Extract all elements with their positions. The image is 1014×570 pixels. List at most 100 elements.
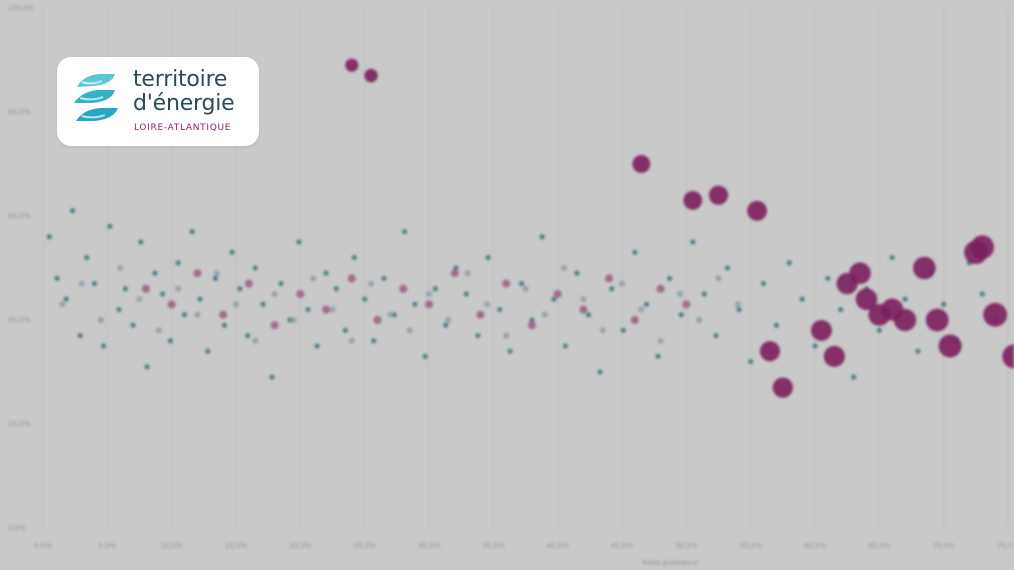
data-point-teal xyxy=(529,317,535,323)
data-point-pink xyxy=(553,290,562,298)
data-point-pink xyxy=(502,279,511,288)
data-point-pink xyxy=(682,300,691,309)
data-point-teal xyxy=(799,296,805,302)
data-point-pink xyxy=(399,284,408,293)
data-point-teal xyxy=(422,353,428,359)
data-point-pink xyxy=(373,316,382,324)
data-point-teal xyxy=(851,374,857,380)
x-tick-label: 40,0% xyxy=(547,542,570,550)
data-point-teal xyxy=(221,322,227,328)
data-point-pink xyxy=(219,310,228,319)
data-point-teal xyxy=(91,281,97,287)
data-point-teal xyxy=(381,275,387,281)
data-point-teal xyxy=(189,229,195,235)
data-point-magenta xyxy=(759,341,780,362)
grid-lines xyxy=(42,8,1009,528)
data-point-magenta xyxy=(855,288,878,311)
data-point-light xyxy=(78,280,85,287)
data-point-light xyxy=(233,301,239,308)
data-point-teal xyxy=(620,327,626,333)
data-point-light xyxy=(136,296,143,303)
data-point-light xyxy=(252,337,259,344)
data-point-teal xyxy=(152,270,158,276)
x-tick-label: 10,0% xyxy=(161,542,184,550)
data-point-light xyxy=(97,317,104,323)
data-point-teal xyxy=(245,333,251,339)
data-point-pink xyxy=(476,310,485,319)
data-point-light xyxy=(426,291,432,297)
data-point-teal xyxy=(876,327,882,333)
data-point-teal xyxy=(77,333,83,339)
data-point-teal xyxy=(736,307,742,313)
territoire-energie-logo: territoire d'énergie LOIRE-ATLANTIQUE xyxy=(57,57,259,146)
data-point-teal xyxy=(314,343,320,349)
data-point-light xyxy=(715,275,722,282)
axis-ticks: 0,0% 5,0% 10,0% 15,0% 20,0% 25,0% 30,0% 35,0% 40… xyxy=(8,4,1014,550)
data-point-teal xyxy=(175,260,181,266)
data-point-teal xyxy=(160,291,166,297)
data-point-light xyxy=(194,311,201,318)
y-tick-label: 80,0% xyxy=(8,108,31,116)
data-point-magenta xyxy=(747,200,768,221)
data-point-light xyxy=(368,280,375,287)
data-point-pink xyxy=(141,284,150,293)
data-point-teal xyxy=(551,296,557,302)
data-point-pink xyxy=(322,305,331,314)
data-point-light xyxy=(310,275,317,282)
data-point-teal xyxy=(84,255,90,261)
data-point-teal xyxy=(979,291,985,297)
data-point-magenta xyxy=(632,155,651,173)
data-point-pink xyxy=(296,290,305,298)
x-tick-label: 35,0% xyxy=(482,542,505,550)
data-point-pink xyxy=(347,274,356,283)
y-tick-label: 20,0% xyxy=(8,420,31,428)
data-point-light xyxy=(329,306,336,313)
data-point-teal xyxy=(748,359,754,365)
data-point-light xyxy=(599,327,606,334)
data-point-teal xyxy=(323,270,329,276)
data-point-teal xyxy=(237,286,243,292)
data-point-teal xyxy=(305,307,311,313)
x-tick-label: 45,0% xyxy=(611,542,634,550)
data-point-teal xyxy=(643,301,649,307)
data-point-teal xyxy=(122,286,128,292)
data-point-teal xyxy=(278,281,284,287)
data-point-teal xyxy=(70,208,76,214)
x-tick-label: 70,0% xyxy=(933,542,956,550)
data-point-light xyxy=(387,311,394,318)
data-point-magenta xyxy=(938,334,962,358)
data-point-teal xyxy=(915,348,921,354)
data-point-light xyxy=(271,291,278,297)
data-point-teal xyxy=(229,249,235,255)
data-point-teal xyxy=(825,275,831,281)
data-point-teal xyxy=(667,275,673,281)
data-point-teal xyxy=(205,348,211,354)
data-point-teal xyxy=(586,312,592,318)
x-tick-label: 60,0% xyxy=(804,542,827,550)
x-axis-label: Ratio puissance xyxy=(642,559,697,567)
data-point-pink xyxy=(425,300,433,309)
data-point-light xyxy=(541,311,548,318)
logo-line-2: d'énergie xyxy=(133,91,235,116)
data-point-teal xyxy=(197,296,203,302)
data-point-teal xyxy=(351,255,357,261)
data-point-magenta xyxy=(772,377,793,398)
data-point-teal xyxy=(761,281,767,287)
data-point-pink xyxy=(527,321,536,330)
data-point-light xyxy=(175,285,182,292)
data-point-light xyxy=(561,265,568,271)
data-point-teal xyxy=(889,255,895,261)
data-point-teal xyxy=(402,229,408,235)
data-point-teal xyxy=(941,301,947,307)
data-point-magenta xyxy=(893,308,917,332)
data-point-magenta xyxy=(925,308,949,332)
data-point-light xyxy=(638,306,645,313)
data-points xyxy=(46,58,1014,398)
logo-waves-icon xyxy=(74,74,118,121)
data-point-magenta xyxy=(1002,344,1014,369)
data-point-teal xyxy=(182,312,188,318)
data-point-teal xyxy=(144,364,150,370)
data-point-teal xyxy=(412,301,418,307)
x-tick-label: 30,0% xyxy=(418,542,441,550)
